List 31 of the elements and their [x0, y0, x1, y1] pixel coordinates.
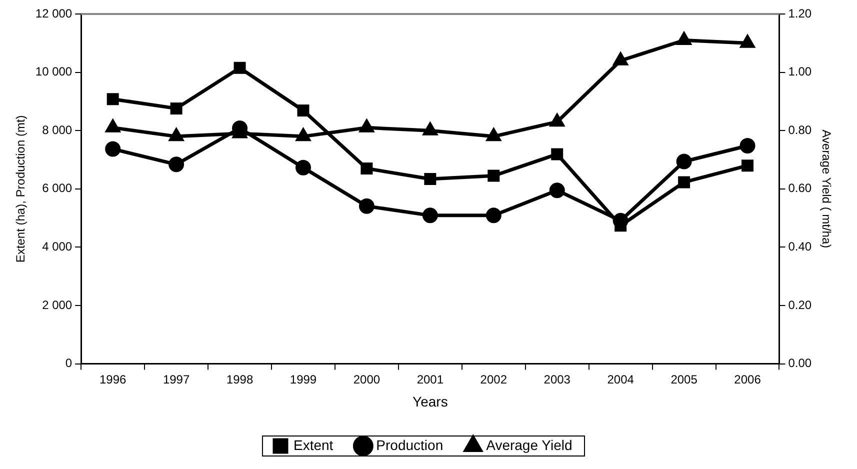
legend-label: Extent [293, 436, 334, 453]
y-axis-title: Extent (ha), Production (mt) [14, 115, 28, 263]
x-tick-label: 2005 [670, 372, 698, 386]
y2-tick-label: 1.00 [788, 64, 812, 79]
x-axis-title: Years [412, 393, 448, 410]
x-tick-label: 1996 [99, 372, 127, 386]
legend-label: Production [376, 436, 444, 453]
y-tick-label: 8 000 [42, 122, 72, 137]
y-tick-label: 4 000 [42, 240, 72, 254]
y-tick-label: 2 000 [42, 298, 72, 312]
y2-tick-label: 0.60 [788, 181, 812, 196]
y2-tick-label: 0.20 [788, 298, 812, 312]
x-tick-label: 2001 [416, 372, 444, 386]
y-tick-label: 12 000 [35, 6, 72, 20]
y-tick-label: 0 [65, 356, 72, 370]
y2-axis-title: Average Yield ( mt/ha) [819, 130, 834, 248]
y2-tick-label: 0.80 [788, 122, 812, 137]
x-tick-label: 2003 [544, 372, 571, 386]
x-tick-label: 2002 [480, 372, 508, 386]
y2-tick-label: 1.20 [788, 6, 812, 20]
y2-tick-label: 0.40 [788, 240, 812, 254]
y-tick-label: 10 000 [35, 64, 72, 79]
x-tick-label: 1997 [162, 372, 190, 386]
x-tick-label: 1998 [226, 372, 254, 386]
x-tick-label: 1999 [290, 372, 317, 386]
x-tick-label: 2006 [734, 372, 762, 386]
legend-label: Average Yield [486, 436, 572, 453]
x-tick-label: 2004 [607, 372, 634, 386]
x-tick-label: 2000 [353, 372, 380, 386]
y-tick-label: 6 000 [42, 181, 72, 196]
y2-tick-label: 0.00 [788, 356, 812, 370]
